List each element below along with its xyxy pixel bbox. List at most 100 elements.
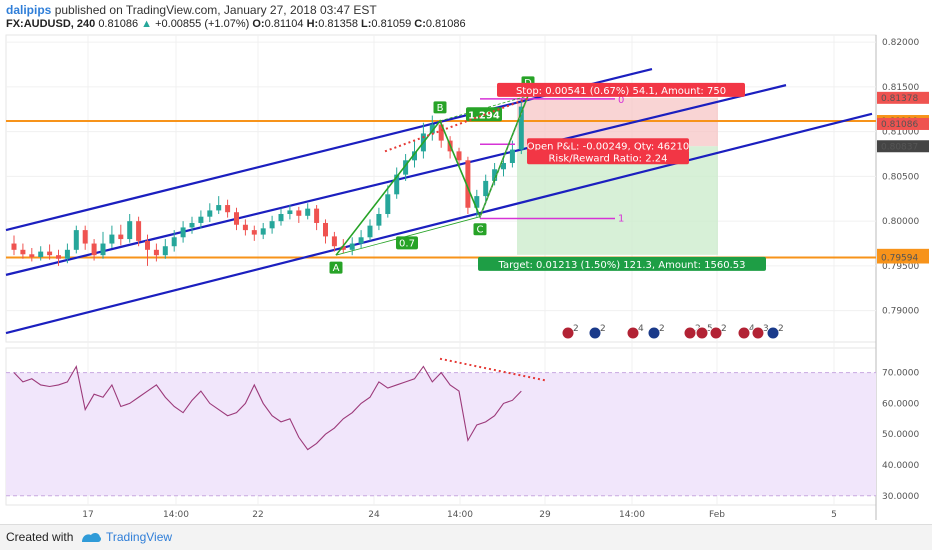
- candle-body: [483, 180, 489, 197]
- event-marker[interactable]: 2: [709, 324, 727, 340]
- candle-body: [189, 222, 195, 228]
- price-tag-label: 0.81378: [881, 94, 918, 104]
- main-pane: [5, 34, 877, 343]
- candle-body: [376, 214, 382, 226]
- event-marker[interactable]: 4: [737, 324, 755, 340]
- close-label: C:: [414, 18, 426, 30]
- event-count: 4: [749, 324, 755, 334]
- candle-body: [145, 240, 150, 250]
- candle-body: [56, 255, 61, 259]
- event-marker[interactable]: 2: [561, 324, 579, 340]
- author-link[interactable]: dalipips: [6, 3, 52, 17]
- candle-body: [296, 210, 302, 216]
- rsi-tick-label: 40.0000: [882, 461, 919, 471]
- candle-body: [305, 208, 311, 216]
- close-value: 0.81086: [425, 18, 466, 30]
- candle-body: [438, 124, 444, 141]
- price-tag-label: 0.80837: [881, 142, 918, 152]
- candle-body: [358, 237, 364, 244]
- x-tick-label: 29: [539, 510, 551, 520]
- high-value: 0.81358: [318, 18, 358, 30]
- pattern-point-C: [472, 222, 488, 237]
- event-count: 2: [600, 324, 606, 334]
- open-label: O:: [252, 18, 265, 30]
- channel-line-lower: [5, 112, 873, 335]
- low-label: L:: [361, 18, 372, 30]
- candle-body: [474, 196, 480, 208]
- price-tag: [877, 251, 929, 264]
- candle-body: [385, 194, 391, 215]
- price-chart[interactable]: 17 14:00 22 24 14:00 29 14:00 Feb 50.820000.8150…: [0, 0, 932, 524]
- candle-body: [501, 162, 506, 170]
- rr-label: Risk/Reward Ratio: 2.24: [548, 153, 667, 164]
- australia-flag-icon: [588, 326, 602, 340]
- stop-label: Stop: 0.00541 (0.67%) 54.1, Amount: 750: [516, 86, 726, 97]
- candle-body: [216, 205, 222, 211]
- x-tick-label: Feb: [709, 510, 725, 520]
- candle-body: [29, 254, 35, 257]
- usa-flag-icon: [626, 326, 640, 340]
- candle-body: [242, 224, 248, 231]
- target-label: Target: 0.01213 (1.50%) 121.3, Amount: 1…: [498, 260, 746, 271]
- candle-body: [492, 169, 498, 181]
- rsi-tick-label: 60.0000: [882, 399, 919, 409]
- rsi-tick-label: 70.0000: [882, 369, 919, 379]
- candle-body: [91, 243, 97, 256]
- candle-body: [118, 234, 124, 240]
- fib-label-0: 0: [618, 95, 624, 106]
- symbol-name: FX:AUDUSD, 240: [6, 18, 96, 30]
- pnl-label: Open P&L: -0.00249, Qty: 46210: [527, 141, 690, 152]
- event-marker[interactable]: 2: [647, 324, 665, 340]
- candle-body: [340, 246, 346, 250]
- high-label: H:: [306, 18, 319, 30]
- ratio-box-ac: [396, 236, 418, 250]
- event-marker[interactable]: 5: [695, 324, 713, 340]
- candle-body: [100, 243, 106, 256]
- event-count: 2: [659, 324, 665, 334]
- event-count: 2: [778, 324, 784, 334]
- candle-body: [518, 106, 524, 150]
- pattern-point-A: [328, 260, 344, 275]
- pattern-point-label: B: [437, 103, 444, 114]
- published-text: published on TradingView.com, January 27…: [54, 3, 377, 17]
- candle-body: [456, 151, 462, 161]
- event-marker[interactable]: 3: [751, 324, 769, 340]
- tradingview-logo-icon: [82, 532, 102, 542]
- y-tick-label: 0.80000: [882, 217, 919, 227]
- event-count: 2: [721, 324, 727, 334]
- event-count: 5: [707, 324, 713, 334]
- ratio-label-ac: 0.7: [399, 238, 415, 249]
- tradingview-link[interactable]: TradingView: [106, 530, 173, 544]
- price-divergence-line: [384, 97, 529, 153]
- candle-body: [429, 124, 435, 134]
- footer-bar: Created with TradingView: [0, 524, 932, 550]
- ac-retrace-line: [335, 216, 481, 256]
- candle-body: [412, 151, 417, 161]
- candle-body: [331, 236, 337, 247]
- event-marker[interactable]: 4: [626, 324, 644, 340]
- candle-body: [349, 243, 355, 250]
- pnl-label-box: [527, 138, 689, 153]
- price-tag: [877, 91, 929, 104]
- y-tick-label: 0.79000: [882, 307, 919, 317]
- candle-body: [509, 149, 515, 163]
- x-tick-label: 5: [831, 510, 837, 520]
- candle-body: [82, 230, 88, 244]
- candle-body: [20, 249, 26, 255]
- candle-body: [269, 221, 275, 229]
- event-marker[interactable]: 2: [766, 324, 784, 340]
- stop-label-box: [497, 82, 745, 97]
- candle-body: [225, 205, 231, 213]
- low-value: 0.81059: [371, 18, 412, 30]
- candle-body: [323, 222, 328, 237]
- event-marker[interactable]: 2: [588, 324, 606, 340]
- candle-body: [11, 243, 17, 250]
- symbol-info: FX:AUDUSD, 240 0.81086 ▲ +0.00855 (+1.07…: [6, 18, 466, 30]
- last-price: 0.81086: [98, 18, 139, 30]
- price-tag: [877, 140, 929, 153]
- usa-flag-icon: [751, 326, 765, 340]
- pattern-point-label: A: [333, 263, 340, 274]
- x-tick-label: 14:00: [447, 510, 473, 520]
- candle-body: [394, 174, 400, 195]
- candle-body: [278, 214, 284, 222]
